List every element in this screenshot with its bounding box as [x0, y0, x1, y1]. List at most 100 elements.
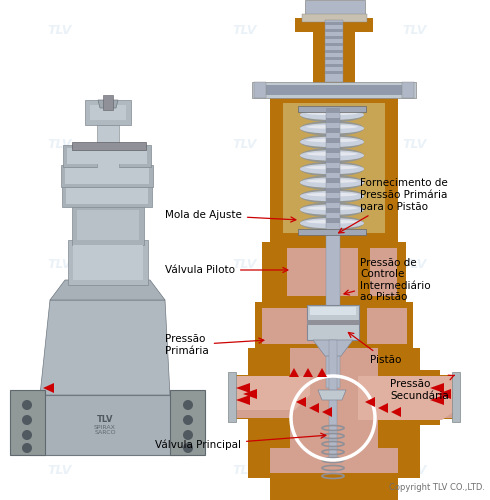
Text: Pistão: Pistão: [348, 332, 401, 365]
Bar: [302, 14, 367, 22]
Bar: [326, 168, 340, 173]
Ellipse shape: [306, 112, 358, 115]
Text: SPIRAX
SARCO: SPIRAX SARCO: [94, 424, 116, 436]
Bar: [326, 208, 340, 213]
Ellipse shape: [306, 166, 358, 170]
Bar: [65, 168, 149, 184]
Bar: [77, 210, 139, 240]
Circle shape: [183, 400, 193, 410]
Circle shape: [22, 430, 32, 440]
Bar: [307, 305, 359, 340]
Bar: [252, 82, 416, 98]
Polygon shape: [10, 390, 45, 455]
Bar: [72, 142, 146, 150]
Bar: [329, 340, 337, 460]
Text: TLV: TLV: [233, 138, 257, 151]
Bar: [326, 188, 340, 193]
Bar: [326, 118, 340, 123]
Bar: [402, 82, 414, 98]
Bar: [66, 188, 148, 204]
Ellipse shape: [306, 220, 358, 224]
Bar: [437, 375, 457, 419]
Bar: [326, 128, 340, 133]
Polygon shape: [40, 300, 170, 395]
Bar: [418, 370, 440, 425]
Polygon shape: [358, 376, 456, 420]
Circle shape: [183, 443, 193, 453]
Ellipse shape: [300, 191, 364, 202]
Text: TLV: TLV: [48, 24, 72, 36]
Ellipse shape: [306, 206, 358, 210]
Bar: [326, 218, 340, 223]
Polygon shape: [313, 340, 353, 356]
Bar: [325, 29, 343, 32]
Text: TLV: TLV: [233, 378, 257, 392]
Polygon shape: [322, 407, 332, 417]
Ellipse shape: [300, 204, 364, 215]
Text: Pressão
Primária: Pressão Primária: [165, 334, 264, 356]
Bar: [326, 158, 340, 163]
Polygon shape: [430, 383, 444, 393]
Ellipse shape: [300, 121, 364, 136]
Text: TLV: TLV: [48, 138, 72, 151]
Bar: [62, 185, 152, 207]
Text: TLV: TLV: [48, 258, 72, 272]
Ellipse shape: [300, 178, 364, 188]
Ellipse shape: [300, 216, 364, 230]
Bar: [270, 448, 398, 473]
Polygon shape: [358, 376, 457, 418]
Bar: [270, 97, 398, 242]
Text: TLV: TLV: [97, 416, 113, 424]
Polygon shape: [318, 390, 346, 400]
Polygon shape: [303, 368, 313, 377]
Bar: [298, 229, 366, 235]
Text: TLV: TLV: [48, 378, 72, 392]
Bar: [365, 248, 397, 296]
Bar: [326, 138, 340, 143]
Bar: [313, 32, 355, 87]
Circle shape: [183, 415, 193, 425]
Bar: [305, 0, 365, 18]
Polygon shape: [309, 403, 319, 413]
Polygon shape: [296, 397, 306, 407]
Bar: [228, 372, 236, 422]
Ellipse shape: [300, 123, 364, 134]
Bar: [85, 100, 131, 125]
Text: Fornecimento de
Pressão Primária
para o Pistão: Fornecimento de Pressão Primária para o …: [339, 178, 448, 233]
Text: Válvula Principal: Válvula Principal: [155, 433, 326, 450]
Ellipse shape: [300, 148, 364, 163]
Text: TLV: TLV: [403, 464, 427, 476]
Bar: [248, 348, 420, 448]
Circle shape: [183, 430, 193, 440]
Bar: [248, 370, 266, 425]
Ellipse shape: [300, 164, 364, 174]
Bar: [307, 320, 359, 325]
Polygon shape: [391, 407, 401, 417]
Text: Válvula Piloto: Válvula Piloto: [165, 265, 288, 275]
Bar: [358, 248, 370, 296]
Bar: [325, 64, 343, 67]
Bar: [270, 470, 398, 500]
Bar: [298, 106, 366, 112]
Text: Copyright TLV CO.,LTD.: Copyright TLV CO.,LTD.: [389, 483, 485, 492]
Text: TLV: TLV: [403, 378, 427, 392]
Bar: [325, 71, 343, 74]
Text: Mola de Ajuste: Mola de Ajuste: [165, 210, 296, 222]
Bar: [290, 348, 378, 448]
Bar: [326, 108, 340, 113]
Bar: [72, 205, 144, 245]
Bar: [67, 148, 147, 164]
Polygon shape: [98, 100, 118, 108]
Bar: [452, 372, 460, 422]
Bar: [265, 85, 405, 95]
Polygon shape: [243, 389, 257, 399]
Bar: [326, 148, 340, 153]
Bar: [262, 308, 322, 344]
Text: TLV: TLV: [233, 258, 257, 272]
Polygon shape: [40, 370, 170, 395]
Polygon shape: [236, 395, 250, 405]
Ellipse shape: [306, 179, 358, 183]
Bar: [310, 307, 356, 315]
Bar: [275, 248, 360, 296]
Polygon shape: [317, 368, 327, 377]
